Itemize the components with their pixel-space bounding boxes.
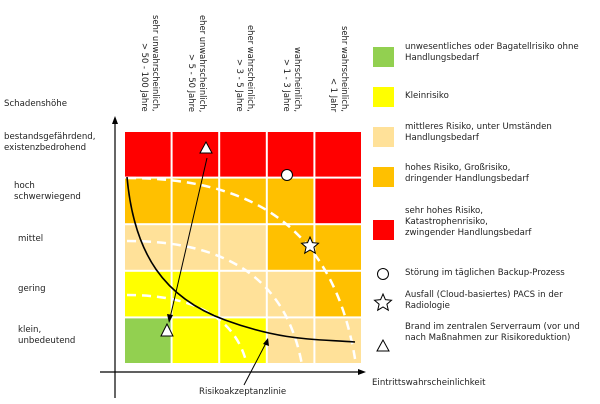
iso-risk-curve-middle (126, 239, 304, 366)
matrix-cell (315, 132, 361, 177)
matrix-cell (267, 132, 314, 177)
triangle-icon (160, 322, 174, 337)
acceptance-label-arrow (243, 342, 267, 386)
column-label: eher unwahrscheinlich, > 5 - 50 Jahre (187, 14, 208, 112)
matrix-cell (220, 132, 266, 177)
legend-text: mittleres Risiko, unter Umständen Handlu… (405, 122, 552, 143)
legend-circle-icon (377, 268, 389, 280)
circle-icon (281, 169, 293, 181)
matrix-cell (172, 318, 219, 363)
y-axis-arrowhead (112, 116, 118, 124)
legend-swatch-yellow (373, 87, 394, 107)
star-icon (300, 235, 320, 255)
legend-symbol-text: Brand im zentralen Serverraum (vor und n… (405, 322, 580, 343)
column-label: wahrscheinlich, > 1 - 3 Jahre (282, 46, 303, 112)
legend-symbol-text: Ausfall (Cloud-basiertes) PACS in der Ra… (405, 290, 563, 311)
row-label: mittel (18, 234, 44, 244)
legend-text: Kleinrisiko (405, 91, 449, 101)
row-label: hoch schwerwiegend (14, 181, 81, 202)
matrix-cell (172, 178, 219, 224)
column-label: sehr unwahrscheinlich, > 50 - 100 Jahre (140, 15, 161, 112)
legend-star-icon (373, 292, 393, 312)
matrix-cell (267, 271, 314, 317)
legend-text: unwesentliches oder Bagatellrisiko ohne … (405, 42, 579, 63)
x-axis-title: Eintrittswahrscheinlichkeit (372, 378, 486, 388)
column-label: eher wahrscheinlich, > 3 - 5 Jahre (235, 25, 256, 112)
legend-triangle-icon (376, 338, 390, 352)
row-label: gering (18, 284, 46, 294)
matrix-cell (220, 271, 266, 317)
legend-text: hohes Risiko, Großrisiko, dringender Han… (405, 163, 529, 184)
acceptance-line-label: Risikoakzeptanzlinie (199, 387, 287, 397)
legend-text: sehr hohes Risiko, Katastrophenrisiko, z… (405, 206, 532, 238)
matrix-cell (125, 318, 171, 363)
triangle-icon (199, 140, 213, 154)
y-axis-title: Schadenshöhe (4, 99, 67, 109)
matrix-cell (220, 178, 266, 224)
legend-symbol-text: Störung im täglichen Backup-Prozess (405, 268, 565, 278)
matrix-cell (172, 132, 219, 177)
legend-swatch-green (373, 47, 394, 67)
legend-swatch-light-orange (373, 127, 394, 147)
row-label: klein, unbedeutend (18, 325, 76, 346)
matrix-cell (172, 271, 219, 317)
iso-risk-curve-outer (126, 176, 358, 366)
x-axis-arrowhead (358, 369, 366, 375)
column-label: sehr wahrscheinlich, < 1 Jahr (329, 26, 350, 112)
matrix-cell (125, 178, 171, 224)
matrix-cell (315, 225, 361, 270)
matrix-cell (315, 178, 361, 224)
row-label: bestandsgefährdend, existenzbedrohend (4, 132, 96, 153)
matrix-cell (220, 225, 266, 270)
legend-swatch-red (373, 220, 394, 240)
risk-acceptance-line (126, 176, 356, 343)
legend-swatch-orange (373, 167, 394, 187)
matrix-cell (125, 225, 171, 270)
matrix-cell (125, 132, 171, 177)
risk-reduction-arrow (169, 157, 208, 319)
